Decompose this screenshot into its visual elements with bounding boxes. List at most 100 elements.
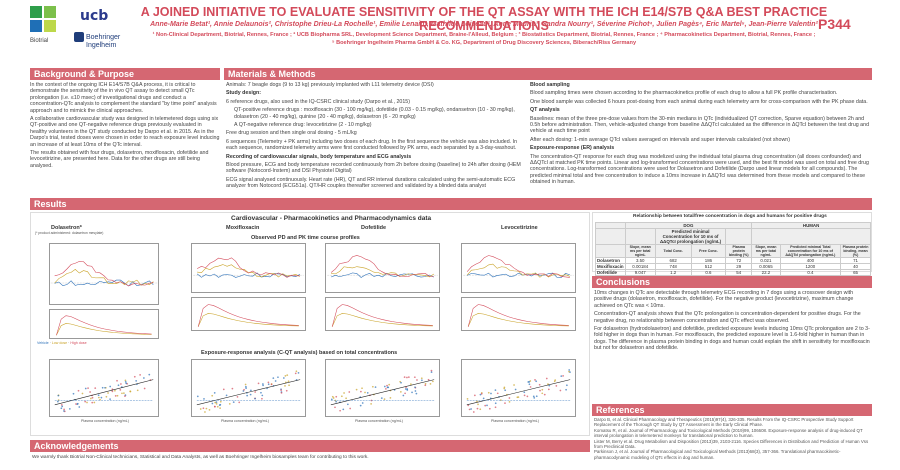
er-point [548,384,551,387]
er-point [403,376,406,378]
er-point [541,388,544,391]
dofetilide-pk-svg [331,304,433,327]
er-point [389,396,392,399]
er-point [135,379,138,382]
er-point [125,382,128,385]
er-point [528,383,531,386]
er-point [406,388,409,390]
er-x-label-1: Plasma concentration (ng/mL) [81,419,129,423]
er-point [364,391,366,394]
er-point [277,376,279,379]
er-point [222,388,225,391]
er-point [196,395,199,398]
conclusion-1: 10ms changes in QTc are detectable throu… [594,290,854,309]
series-line [331,272,434,278]
table-header-cell: Plasma protein binding (%) [725,244,753,258]
methods-recording-1: Blood pressure, ECG and body temperature… [226,162,521,175]
dolasetron-pk-plot [49,309,159,339]
table-subhead-slope-dog-blank [624,228,656,245]
er-point [262,383,264,385]
er-point [486,404,488,407]
er-point [499,399,502,402]
er-point [504,402,506,405]
er-point [116,394,119,397]
er-fit-line [330,379,435,406]
er-point [218,404,221,406]
er-point [496,392,499,395]
er-point [286,374,289,377]
er-point [534,379,536,381]
pk-series-line [56,315,152,336]
er-point [508,401,511,403]
er-point [424,384,427,387]
er-point [245,387,247,389]
ucb-logo: ucb [80,8,109,24]
er-point [470,408,472,410]
table-predicted-header: Predicted minimal Concentration for 10 m… [654,228,727,245]
levocetirizine-title: Levocetirizine [501,225,538,231]
levocetirizine-er-plot [461,359,576,417]
er-point [244,383,247,386]
table-cell: 22.2 [751,269,781,276]
er-point [331,395,334,398]
er-point [284,385,286,387]
table-cell: 0.6 [690,269,727,276]
er-point [343,392,345,394]
methods-design-4: Free drug session and then single oral d… [226,130,357,137]
er-point [287,380,290,383]
er-point [529,386,532,388]
er-point [119,389,122,391]
er-point [57,394,60,397]
er-point [262,384,264,387]
er-point [100,396,103,399]
er-point [383,385,386,388]
table-header-cell: Plasma protein binding, mean (%) [840,244,871,258]
er-point [109,398,111,400]
er-point [523,394,526,397]
table-cell: 1.2 [654,269,692,276]
series-line [197,257,300,278]
methods-blood-2: One blood sample was collected 6 hours p… [530,98,868,105]
moxifloxacin-pk-plot [191,297,306,331]
er-point [68,407,71,410]
series-line [466,263,570,278]
er-point [208,409,211,411]
er-point [285,389,288,392]
references-body: Darpo B, et al. Clinical Pharmacology an… [594,417,872,469]
er-point [94,387,97,389]
er-point [204,411,206,413]
er-point [494,406,497,409]
er-point [407,376,410,378]
methods-er-heading: Exposure-response (ER) analysis [530,145,615,152]
methods-qt-heading: QT analysis [530,107,560,114]
er-point [476,407,479,410]
er-point [213,405,216,408]
er-point [482,397,485,400]
er-point [219,400,222,403]
reference-1: Darpo B, et al. Clinical Pharmacology an… [594,417,854,428]
table-body: Dolasetron 3.50 682 186 72 0.021 400 71 Moxiflox… [595,257,871,276]
er-point [523,391,526,394]
table-cell: 65 [840,269,871,276]
moxifloxacin-qtc-svg [193,257,304,278]
er-point [429,382,432,385]
er-point [380,397,383,400]
er-x-label-4: Plasma concentration (ng/mL) [491,419,539,423]
moxifloxacin-pk-svg [197,304,299,327]
methods-animals: Animals: 7 beagle dogs (9 to 13 kg) prev… [226,82,434,88]
er-point [430,369,433,372]
methods-heading: Materials & Methods [224,68,872,80]
er-point [430,371,433,374]
er-point [282,377,285,379]
er-point [404,388,407,390]
er-point [280,391,283,394]
er-point [124,380,127,383]
er-point [554,379,557,381]
er-point [386,384,388,387]
er-x-label-2: Plasma concentration (ng/mL) [221,419,269,423]
table-header-cell: Free Conc. [690,244,727,258]
moxifloxacin-er-svg [196,370,301,413]
references-heading: References [592,404,872,416]
er-point [243,388,245,391]
dolasetron-pk-svg [56,315,152,336]
